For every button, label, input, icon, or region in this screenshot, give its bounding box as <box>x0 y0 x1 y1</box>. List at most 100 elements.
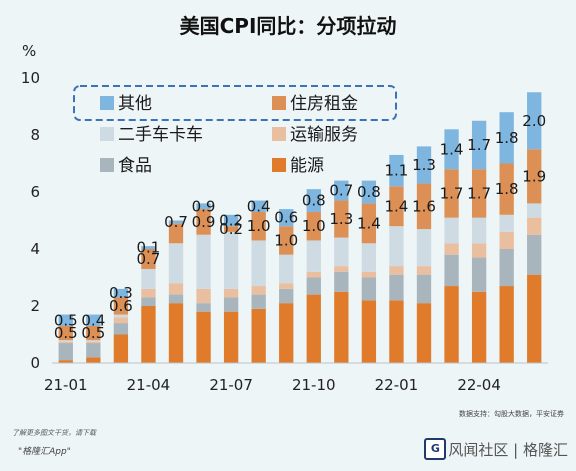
y-tick-label: 8 <box>30 126 40 144</box>
bar-segment-1 <box>306 294 321 363</box>
bar-segment-6 <box>113 288 129 298</box>
bar-segment-6 <box>196 203 211 210</box>
bar-segment-2 <box>444 254 459 287</box>
data-label: 1.4 <box>357 214 381 232</box>
bar-segment-1 <box>196 311 211 363</box>
data-label: 0.5 <box>54 324 78 342</box>
bar-segment-6 <box>279 209 294 227</box>
legend-label: 二手车卡车 <box>118 125 203 145</box>
bar-segment-5 <box>86 325 101 341</box>
x-axis-ticks: 21-01 21-04 21-07 21-10 22-01 22-04 <box>44 376 501 394</box>
bar-segment-3 <box>113 317 129 324</box>
bar-segment-5 <box>361 203 377 244</box>
data-label: 1.8 <box>495 129 519 147</box>
y-axis-ticks: 0 2 4 6 8 10 <box>21 69 40 372</box>
data-label: 1.7 <box>440 184 464 202</box>
footer-note: 了解更多图文干货，请下载 <box>12 429 96 437</box>
bar-segment-1 <box>361 300 377 363</box>
bar-segment-2 <box>223 297 239 312</box>
bar-segment-2 <box>86 343 101 358</box>
data-label: 0.3 <box>109 284 133 302</box>
data-label: 1.4 <box>385 197 409 215</box>
data-label: 0.2 <box>219 212 243 230</box>
bar-segment-3 <box>306 271 321 278</box>
data-label: 0.6 <box>109 297 133 315</box>
data-label: 0.9 <box>192 213 216 231</box>
bar-segment-4 <box>141 268 156 289</box>
bar-segment-1 <box>334 291 349 363</box>
bar-segment-4 <box>334 237 349 267</box>
bar-segment-4 <box>444 217 459 244</box>
bar-segment-3 <box>58 341 73 344</box>
bar-segment-4 <box>389 226 404 267</box>
legend-swatch <box>100 158 114 172</box>
x-tick-label: 21-10 <box>292 376 336 394</box>
bar-segment-1 <box>141 306 156 363</box>
bar-segment-2 <box>527 234 542 275</box>
data-label: 0.7 <box>164 213 188 231</box>
data-label: 2.0 <box>522 112 546 130</box>
data-label: 0.4 <box>81 311 105 329</box>
data-label: 0.8 <box>357 183 381 201</box>
bar-segment-2 <box>499 249 514 287</box>
data-label: 0.7 <box>137 250 161 268</box>
bar-segment-6 <box>223 214 239 227</box>
bar-segment-3 <box>86 341 101 344</box>
bar-segment-4 <box>196 234 211 289</box>
bar-segment-6 <box>58 314 73 326</box>
footer-source: 数据支持：勾股大数据，平安证券 <box>459 410 564 418</box>
bar-segment-4 <box>251 240 266 287</box>
footer-app-name: "格隆汇App" <box>18 447 71 457</box>
data-label: 1.9 <box>522 167 546 185</box>
legend-swatch <box>272 96 286 110</box>
brand-logo-icon: G <box>424 438 447 460</box>
bar-segment-5 <box>499 163 514 215</box>
y-tick-label: 0 <box>30 354 40 372</box>
data-label: 1.0 <box>302 217 326 235</box>
bar-segment-5 <box>251 211 266 241</box>
bar-segment-5 <box>527 149 542 204</box>
data-label: 0.1 <box>137 239 161 257</box>
bar-segment-6 <box>251 200 266 212</box>
bar-segment-6 <box>499 112 514 164</box>
bar-segment-6 <box>306 189 321 212</box>
bar-segment-3 <box>471 243 487 258</box>
bar-segment-6 <box>527 92 542 150</box>
bar-segment-1 <box>389 300 404 363</box>
legend-swatch <box>100 127 114 141</box>
bar-segment-6 <box>334 180 349 201</box>
x-tick-label: 21-04 <box>127 376 171 394</box>
data-label: 0.5 <box>54 311 78 329</box>
bar-segment-6 <box>389 154 404 187</box>
bar-segment-2 <box>389 274 404 301</box>
bar-segment-5 <box>444 169 459 218</box>
data-label: 1.6 <box>412 197 436 215</box>
data-label: 0.5 <box>81 324 105 342</box>
bar-segment-4 <box>527 203 542 218</box>
bar-segment-4 <box>168 243 184 284</box>
bar-segment-5 <box>58 325 73 341</box>
data-label: 1.3 <box>329 210 353 228</box>
legend-swatch <box>100 96 114 110</box>
legend-swatch <box>272 127 286 141</box>
footer-brand: G 风闻社区 | 格隆汇 <box>424 438 568 460</box>
bar-segment-3 <box>499 231 514 249</box>
x-tick-label: 22-01 <box>375 376 419 394</box>
bar-segment-3 <box>196 288 211 304</box>
bar-segment-4 <box>113 314 129 318</box>
bar-segment-5 <box>334 200 349 238</box>
bar-segment-2 <box>196 303 211 312</box>
bar-segment-1 <box>58 360 73 363</box>
bar-segment-5 <box>306 211 321 241</box>
bar-segment-1 <box>168 303 184 363</box>
bar-segment-1 <box>444 286 459 363</box>
legend-label: 食品 <box>118 156 152 176</box>
bar-segment-4 <box>499 214 514 232</box>
data-labels: 0.5 0.50.60.70.9 0.2 1.01.01.0 1.3 1.41.4 1.61… <box>54 112 546 342</box>
bar-segment-2 <box>58 343 73 361</box>
bar-segment-6 <box>86 314 101 326</box>
chart-title: 美国CPI同比：分项拉动 <box>179 14 397 38</box>
legend-label: 运输服务 <box>290 125 358 145</box>
bar-segment-2 <box>471 257 487 292</box>
